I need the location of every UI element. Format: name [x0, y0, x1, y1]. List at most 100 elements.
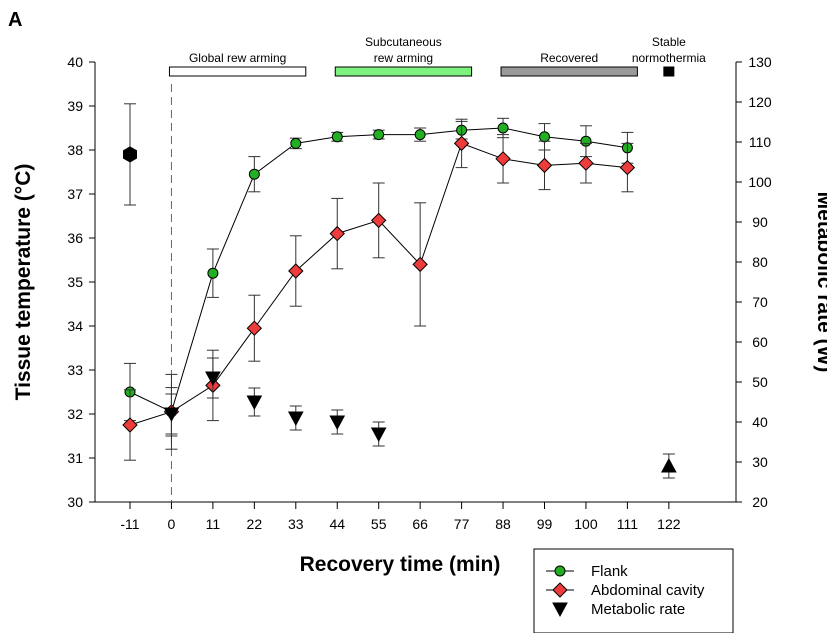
- phase-label: Recovered: [540, 51, 598, 65]
- x-tick-label: 22: [247, 516, 263, 532]
- data-point: [122, 417, 138, 433]
- data-point: [536, 157, 553, 174]
- legend-marker: [554, 565, 566, 577]
- y-left-tick-label: 32: [67, 406, 83, 422]
- x-tick-label: 11: [206, 516, 221, 532]
- data-point: [207, 267, 219, 279]
- legend: Flank Abdominal cavity Metabolic rate: [533, 548, 734, 633]
- x-tick-label: 100: [574, 516, 598, 532]
- y-right-tick-label: 50: [752, 374, 768, 390]
- phase-bar: [500, 66, 638, 77]
- x-tick-label: 66: [412, 516, 428, 532]
- series-abdominal-cavity: [122, 118, 636, 461]
- data-point: [661, 457, 677, 473]
- y-right-tick-label: 110: [749, 134, 772, 150]
- data-point: [370, 427, 387, 443]
- y-left-tick-label: 31: [67, 450, 83, 466]
- y-right-tick-label: 130: [748, 54, 772, 70]
- y-right-tick-label: 90: [752, 214, 768, 230]
- data-point: [329, 225, 345, 242]
- legend-label: Metabolic rate: [591, 601, 685, 618]
- phase-group: Stable normothermia: [632, 35, 706, 77]
- legend-label: Flank: [591, 563, 628, 580]
- series-metabolic-rate-stable-: [661, 453, 677, 479]
- legend-entry: Metabolic rate: [552, 601, 685, 618]
- phase-label: Stable: [652, 35, 686, 49]
- data-point: [205, 371, 221, 387]
- y-left-tick-label: 39: [67, 98, 83, 114]
- phase-label: normothermia: [632, 51, 706, 65]
- legend-marker: [552, 602, 568, 618]
- phase-bar: [168, 66, 307, 77]
- data-point: [163, 407, 180, 423]
- series-metabolic-rate: [163, 357, 387, 447]
- legend-marker: [552, 582, 568, 598]
- y-right-tick-label: 70: [752, 294, 768, 310]
- y-left-tick-label: 40: [67, 54, 83, 70]
- data-point: [248, 168, 260, 180]
- data-point: [453, 135, 470, 152]
- phase-bar: [663, 66, 675, 77]
- phase-group: Global rew arming: [168, 51, 307, 77]
- axes: 30 31 32 33 34 35 36 37 38 39 40 20 30 40 50 60 70 80 90 10…: [67, 54, 771, 532]
- y-left-tick-label: 37: [67, 186, 83, 202]
- y-right-tick-label: 80: [752, 254, 768, 270]
- phase-label: Subcutaneous: [365, 35, 442, 49]
- legend-entry: Flank: [546, 563, 628, 580]
- x-tick-label: 99: [537, 516, 553, 532]
- data-point: [287, 411, 304, 427]
- y-left-tick-label: 33: [67, 362, 83, 378]
- legend-label: Abdominal cavity: [591, 582, 705, 599]
- data-point: [331, 131, 343, 143]
- x-tick-label: 77: [454, 516, 470, 532]
- y-right-tick-label: 20: [752, 494, 768, 510]
- phase-group: Recovered: [500, 51, 638, 77]
- series-flank: [124, 117, 634, 437]
- x-tick-label: 55: [371, 516, 387, 532]
- y-right-tick-label: 40: [752, 414, 768, 430]
- data-point: [412, 256, 428, 273]
- plot-area: [122, 103, 677, 479]
- data-point: [370, 212, 387, 229]
- x-tick-label: 122: [657, 516, 681, 532]
- series-line: [129, 127, 628, 413]
- phase-label: Global rew arming: [189, 51, 286, 65]
- y-left-tick-label: 38: [67, 142, 83, 158]
- data-point: [288, 263, 304, 279]
- data-point: [497, 122, 509, 134]
- phase-label: rew arming: [374, 51, 433, 65]
- y-right-tick-label: 30: [752, 454, 768, 470]
- x-tick-label: 88: [495, 516, 511, 532]
- data-point: [246, 395, 263, 411]
- phase-bars: Global rew arming Subcutaneous rew arming R…: [168, 35, 706, 77]
- data-point: [495, 151, 511, 167]
- data-point: [619, 159, 636, 176]
- data-point: [539, 131, 550, 143]
- panel-letter: A: [8, 9, 22, 31]
- x-tick-label: 111: [617, 516, 638, 532]
- y-right-tick-label: 120: [748, 94, 772, 110]
- data-point: [329, 415, 346, 431]
- x-tick-label: 44: [329, 516, 345, 532]
- y-axis-left-title: Tissue temperature (°C): [12, 164, 35, 401]
- y-axis-right-title: Metabolic rate (W): [813, 192, 827, 373]
- y-left-tick-label: 35: [67, 274, 83, 290]
- x-axis-title: Recovery time (min): [300, 553, 501, 576]
- y-left-tick-label: 34: [67, 318, 83, 334]
- legend-box: [533, 548, 734, 633]
- legend-entry: Abdominal cavity: [546, 582, 705, 599]
- y-left-tick-label: 36: [67, 230, 83, 246]
- x-tick-label: 0: [168, 516, 176, 532]
- data-point: [578, 155, 594, 171]
- data-point: [246, 320, 263, 336]
- baseline-point: [123, 146, 137, 163]
- y-left-tick-label: 30: [67, 494, 83, 510]
- x-tick-label: 33: [288, 516, 304, 532]
- y-right-tick-label: 100: [748, 174, 772, 190]
- data-point: [290, 137, 302, 149]
- data-point: [373, 129, 385, 141]
- phase-group: Subcutaneous rew arming: [334, 35, 473, 77]
- data-point: [414, 129, 426, 141]
- y-right-tick-label: 60: [752, 334, 768, 350]
